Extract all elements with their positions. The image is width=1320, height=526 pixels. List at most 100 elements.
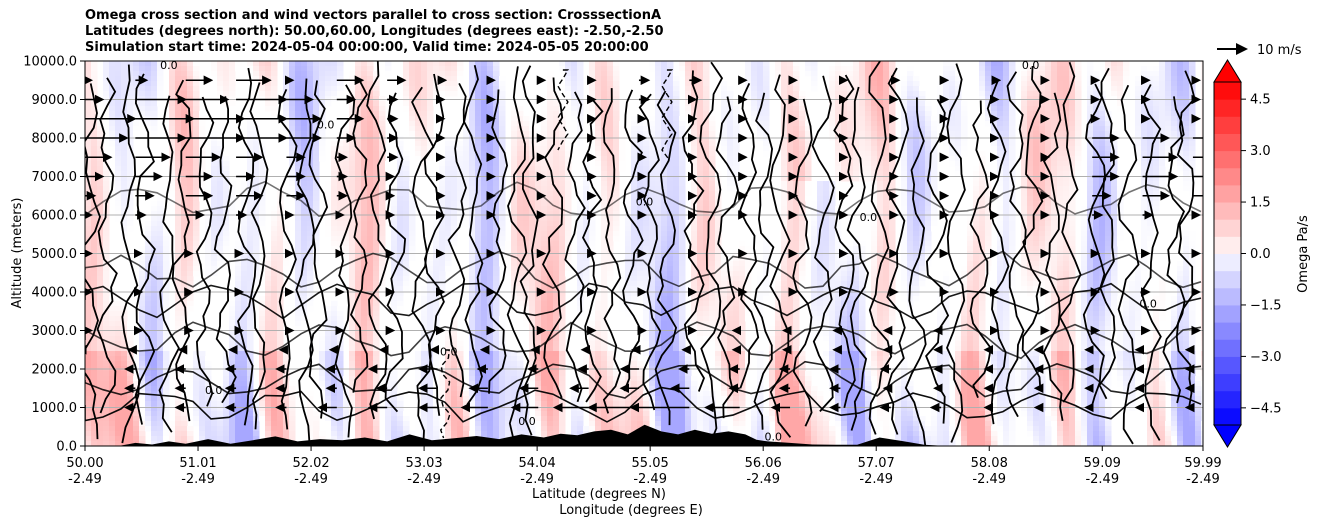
omega-cell: [259, 71, 266, 77]
omega-cell: [619, 291, 626, 297]
omega-cell: [181, 411, 188, 417]
omega-cell: [553, 116, 560, 122]
omega-cell: [325, 201, 332, 207]
omega-cell: [571, 376, 578, 382]
omega-cell: [577, 76, 584, 82]
omega-cell: [427, 126, 434, 132]
omega-cell: [115, 216, 122, 222]
omega-cell: [343, 381, 350, 387]
omega-cell: [553, 181, 560, 187]
omega-cell: [385, 166, 392, 172]
omega-cell: [469, 316, 476, 322]
omega-cell: [481, 81, 488, 87]
omega-cell: [523, 321, 530, 327]
omega-cell: [169, 76, 176, 82]
omega-cell: [445, 351, 452, 357]
omega-cell: [139, 296, 146, 302]
omega-cell: [241, 291, 248, 297]
omega-cell: [361, 211, 368, 217]
omega-cell: [199, 396, 206, 402]
omega-cell: [145, 371, 152, 377]
omega-cell: [445, 436, 452, 442]
omega-cell: [307, 221, 314, 227]
omega-cell: [391, 221, 398, 227]
omega-cell: [265, 321, 272, 327]
omega-cell: [103, 391, 110, 397]
omega-cell: [475, 381, 482, 387]
omega-cell: [313, 101, 320, 107]
omega-cell: [301, 166, 308, 172]
omega-cell: [361, 76, 368, 82]
omega-cell: [265, 81, 272, 87]
omega-cell: [241, 296, 248, 302]
omega-cell: [385, 161, 392, 167]
omega-cell: [343, 206, 350, 212]
omega-cell: [193, 221, 200, 227]
omega-cell: [115, 96, 122, 102]
omega-cell: [181, 76, 188, 82]
omega-cell: [157, 91, 164, 97]
omega-cell: [253, 176, 260, 182]
omega-cell: [295, 296, 302, 302]
omega-cell: [457, 206, 464, 212]
omega-cell: [235, 376, 242, 382]
omega-cell: [307, 61, 314, 67]
omega-cell: [613, 231, 620, 237]
omega-cell: [607, 416, 614, 422]
omega-cell: [331, 296, 338, 302]
omega-cell: [271, 301, 278, 307]
omega-cell: [595, 126, 602, 132]
omega-cell: [199, 166, 206, 172]
omega-cell: [211, 171, 218, 177]
omega-cell: [373, 391, 380, 397]
omega-cell: [235, 301, 242, 307]
omega-cell: [361, 296, 368, 302]
omega-cell: [415, 116, 422, 122]
omega-cell: [421, 71, 428, 77]
omega-cell: [229, 71, 236, 77]
omega-cell: [487, 371, 494, 377]
omega-cell: [301, 246, 308, 252]
omega-cell: [223, 421, 230, 427]
omega-cell: [343, 241, 350, 247]
omega-cell: [283, 81, 290, 87]
omega-cell: [115, 421, 122, 427]
omega-cell: [541, 221, 548, 227]
omega-cell: [307, 426, 314, 432]
omega-cell: [289, 121, 296, 127]
omega-cell: [457, 151, 464, 157]
omega-cell: [115, 101, 122, 107]
omega-cell: [409, 256, 416, 262]
omega-cell: [373, 126, 380, 132]
omega-cell: [379, 101, 386, 107]
omega-cell: [601, 276, 608, 282]
omega-cell: [547, 141, 554, 147]
omega-cell: [265, 426, 272, 432]
omega-cell: [295, 81, 302, 87]
omega-cell: [199, 121, 206, 127]
omega-cell: [625, 226, 632, 232]
omega-cell: [217, 401, 224, 407]
omega-cell: [451, 306, 458, 312]
omega-cell: [313, 411, 320, 417]
omega-cell: [355, 271, 362, 277]
omega-cell: [343, 236, 350, 242]
omega-cell: [145, 296, 152, 302]
omega-cell: [235, 221, 242, 227]
omega-cell: [391, 306, 398, 312]
omega-cell: [151, 106, 158, 112]
omega-cell: [139, 361, 146, 367]
omega-cell: [151, 226, 158, 232]
omega-cell: [109, 336, 116, 342]
omega-cell: [613, 191, 620, 197]
omega-cell: [313, 246, 320, 252]
omega-cell: [607, 66, 614, 72]
omega-cell: [559, 231, 566, 237]
omega-cell: [625, 266, 632, 272]
omega-cell: [289, 146, 296, 152]
omega-cell: [121, 86, 128, 92]
omega-cell: [391, 216, 398, 222]
omega-cell: [439, 91, 446, 97]
omega-cell: [499, 151, 506, 157]
omega-cell: [541, 166, 548, 172]
